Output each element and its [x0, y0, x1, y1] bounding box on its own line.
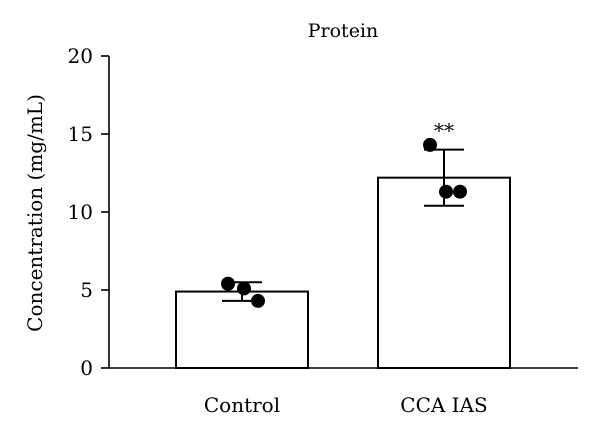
- y-axis-label: Concentration (mg/mL): [23, 94, 47, 332]
- x-tick-labels: Control CCA IAS: [204, 393, 488, 417]
- bars-group: **: [175, 119, 511, 369]
- y-tick-label: 5: [80, 278, 93, 302]
- data-point: [439, 184, 453, 199]
- data-point: [423, 137, 437, 152]
- data-point: [453, 184, 467, 199]
- data-point: [251, 293, 265, 308]
- y-tick-label: 15: [68, 122, 93, 146]
- x-tick-label: Control: [204, 393, 280, 417]
- x-tick-label: CCA IAS: [400, 393, 487, 417]
- data-point: [221, 276, 235, 291]
- bar-0: [175, 290, 309, 369]
- y-tick-label: 10: [68, 200, 93, 224]
- y-tick-label: 0: [80, 356, 93, 380]
- data-point: [237, 281, 251, 296]
- significance-marker: **: [434, 119, 454, 143]
- y-ticks: 0 5 10 15 20: [68, 44, 109, 380]
- y-tick-label: 20: [68, 44, 93, 68]
- chart-title: Protein: [308, 20, 379, 42]
